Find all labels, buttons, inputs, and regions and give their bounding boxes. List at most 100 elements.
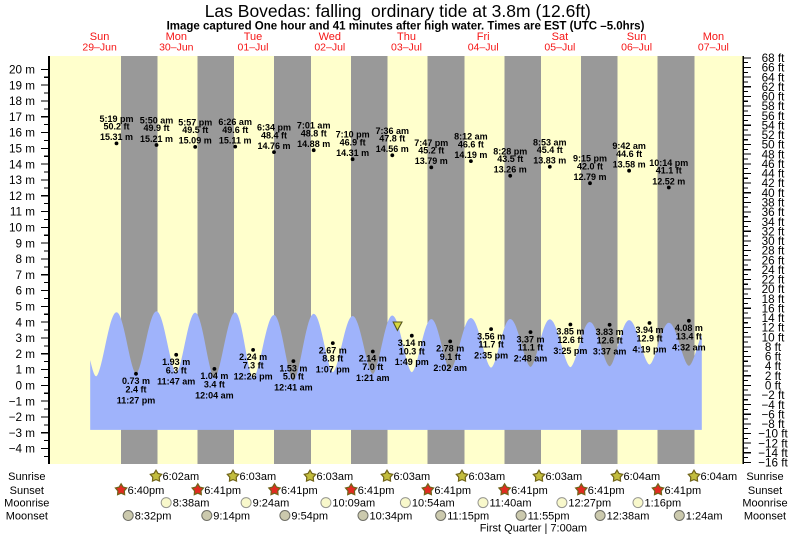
svg-text:4.08 m: 4.08 m <box>675 323 703 333</box>
svg-text:15.09 m: 15.09 m <box>179 136 212 146</box>
svg-text:−14 ft: −14 ft <box>758 447 788 460</box>
svg-text:Sunrise: Sunrise <box>746 471 783 483</box>
svg-text:8:32pm: 8:32pm <box>135 511 172 523</box>
svg-text:12 ft: 12 ft <box>762 322 785 335</box>
svg-text:14 ft: 14 ft <box>762 312 785 325</box>
svg-text:−8 ft: −8 ft <box>761 418 785 431</box>
svg-text:0 ft: 0 ft <box>765 380 782 393</box>
svg-text:9:54pm: 9:54pm <box>291 511 328 523</box>
svg-text:6:03am: 6:03am <box>317 471 354 483</box>
svg-text:46.6 ft: 46.6 ft <box>458 139 484 149</box>
svg-text:6:03am: 6:03am <box>394 471 431 483</box>
svg-text:11:15pm: 11:15pm <box>447 511 489 523</box>
svg-text:05–Jul: 05–Jul <box>544 42 575 54</box>
svg-text:2:48 am: 2:48 am <box>514 354 548 364</box>
svg-text:48.4 ft: 48.4 ft <box>261 130 287 140</box>
svg-text:14.76 m: 14.76 m <box>257 141 290 151</box>
svg-text:4 ft: 4 ft <box>765 360 782 373</box>
svg-text:10 m: 10 m <box>9 222 35 235</box>
svg-text:Las Bovedas: falling ordinary: Las Bovedas: falling ordinary tide at 3.… <box>205 1 591 21</box>
svg-text:6:41pm: 6:41pm <box>281 485 318 497</box>
svg-text:1:49 pm: 1:49 pm <box>395 357 429 367</box>
svg-text:4 m: 4 m <box>16 316 35 329</box>
svg-text:Moonrise: Moonrise <box>4 498 49 510</box>
svg-text:3.14 m: 3.14 m <box>398 338 426 348</box>
svg-text:14.31 m: 14.31 m <box>336 148 369 158</box>
svg-text:30 ft: 30 ft <box>762 235 785 248</box>
svg-text:Moonset: Moonset <box>744 511 786 523</box>
svg-text:Sun: Sun <box>90 31 110 43</box>
svg-text:Sunrise: Sunrise <box>8 471 45 483</box>
svg-text:20 ft: 20 ft <box>762 283 785 296</box>
svg-text:12:26 pm: 12:26 pm <box>234 371 273 381</box>
svg-text:2.4 ft: 2.4 ft <box>125 384 146 394</box>
svg-text:47.8 ft: 47.8 ft <box>379 134 405 144</box>
svg-text:6:03am: 6:03am <box>240 471 277 483</box>
svg-text:13.4 ft: 13.4 ft <box>676 331 702 341</box>
svg-text:49.6 ft: 49.6 ft <box>222 125 248 135</box>
svg-text:Thu: Thu <box>397 31 416 43</box>
svg-text:10.3 ft: 10.3 ft <box>399 346 425 356</box>
svg-text:Wed: Wed <box>319 31 341 43</box>
svg-text:3.94 m: 3.94 m <box>635 325 663 335</box>
svg-text:12.52 m: 12.52 m <box>652 176 685 186</box>
svg-text:6:04am: 6:04am <box>701 471 738 483</box>
svg-text:1:21 am: 1:21 am <box>356 373 390 383</box>
svg-text:12 m: 12 m <box>9 190 35 203</box>
svg-text:8:38am: 8:38am <box>173 498 210 510</box>
svg-text:45.4 ft: 45.4 ft <box>537 145 563 155</box>
svg-text:14.88 m: 14.88 m <box>297 139 330 149</box>
svg-text:2:35 pm: 2:35 pm <box>474 351 508 361</box>
svg-text:29–Jun: 29–Jun <box>82 42 117 54</box>
svg-text:8 ft: 8 ft <box>765 341 782 354</box>
svg-text:42.0 ft: 42.0 ft <box>577 161 603 171</box>
svg-text:1:07 pm: 1:07 pm <box>316 365 350 375</box>
svg-text:48 ft: 48 ft <box>762 148 785 161</box>
svg-text:68 ft: 68 ft <box>762 52 785 65</box>
svg-text:10:34pm: 10:34pm <box>370 511 413 523</box>
svg-text:15 m: 15 m <box>9 143 35 156</box>
svg-text:7:36 am: 7:36 am <box>376 126 410 136</box>
svg-text:6:34 pm: 6:34 pm <box>257 123 291 133</box>
svg-text:50.2 ft: 50.2 ft <box>103 122 129 132</box>
svg-text:60 ft: 60 ft <box>762 91 785 104</box>
svg-text:3 m: 3 m <box>16 332 35 345</box>
svg-text:15.21 m: 15.21 m <box>140 134 173 144</box>
svg-text:0 m: 0 m <box>16 380 35 393</box>
svg-text:9:14pm: 9:14pm <box>213 511 250 523</box>
svg-text:11.7 ft: 11.7 ft <box>478 340 504 350</box>
svg-text:−2 m: −2 m <box>9 411 35 424</box>
svg-text:13.79 m: 13.79 m <box>415 156 448 166</box>
svg-text:4:32 am: 4:32 am <box>672 342 706 352</box>
svg-text:6:02am: 6:02am <box>163 471 200 483</box>
svg-text:9:24am: 9:24am <box>253 498 290 510</box>
svg-text:11:27 pm: 11:27 pm <box>117 395 156 405</box>
svg-text:12.6 ft: 12.6 ft <box>557 335 583 345</box>
svg-text:7:10 pm: 7:10 pm <box>336 130 370 140</box>
svg-text:64 ft: 64 ft <box>762 71 785 84</box>
svg-text:12.6 ft: 12.6 ft <box>597 335 623 345</box>
svg-text:−16 ft: −16 ft <box>758 457 788 470</box>
svg-text:6 ft: 6 ft <box>765 351 782 364</box>
svg-text:3:37 am: 3:37 am <box>593 346 627 356</box>
svg-text:24 ft: 24 ft <box>762 264 785 277</box>
svg-text:2.24 m: 2.24 m <box>239 352 267 362</box>
svg-text:12.9 ft: 12.9 ft <box>636 334 662 344</box>
svg-text:12:41 am: 12:41 am <box>274 383 313 393</box>
svg-text:8:28 pm: 8:28 pm <box>493 146 527 156</box>
svg-text:10:14 pm: 10:14 pm <box>649 158 688 168</box>
svg-text:1.53 m: 1.53 m <box>279 363 307 373</box>
svg-text:34 ft: 34 ft <box>762 216 785 229</box>
svg-text:1 m: 1 m <box>16 364 35 377</box>
svg-text:Image captured One hour and 41: Image captured One hour and 41 minutes a… <box>167 20 645 32</box>
svg-text:2.78 m: 2.78 m <box>436 344 464 354</box>
svg-text:38 ft: 38 ft <box>762 197 785 210</box>
svg-text:−3 m: −3 m <box>9 427 35 440</box>
svg-text:5:19 pm: 5:19 pm <box>99 114 133 124</box>
svg-text:9.1 ft: 9.1 ft <box>440 352 461 362</box>
svg-text:36 ft: 36 ft <box>762 206 785 219</box>
svg-text:−6 ft: −6 ft <box>761 408 785 421</box>
svg-text:−4 m: −4 m <box>9 443 35 456</box>
svg-text:1.04 m: 1.04 m <box>200 371 228 381</box>
svg-text:9 m: 9 m <box>16 237 35 250</box>
